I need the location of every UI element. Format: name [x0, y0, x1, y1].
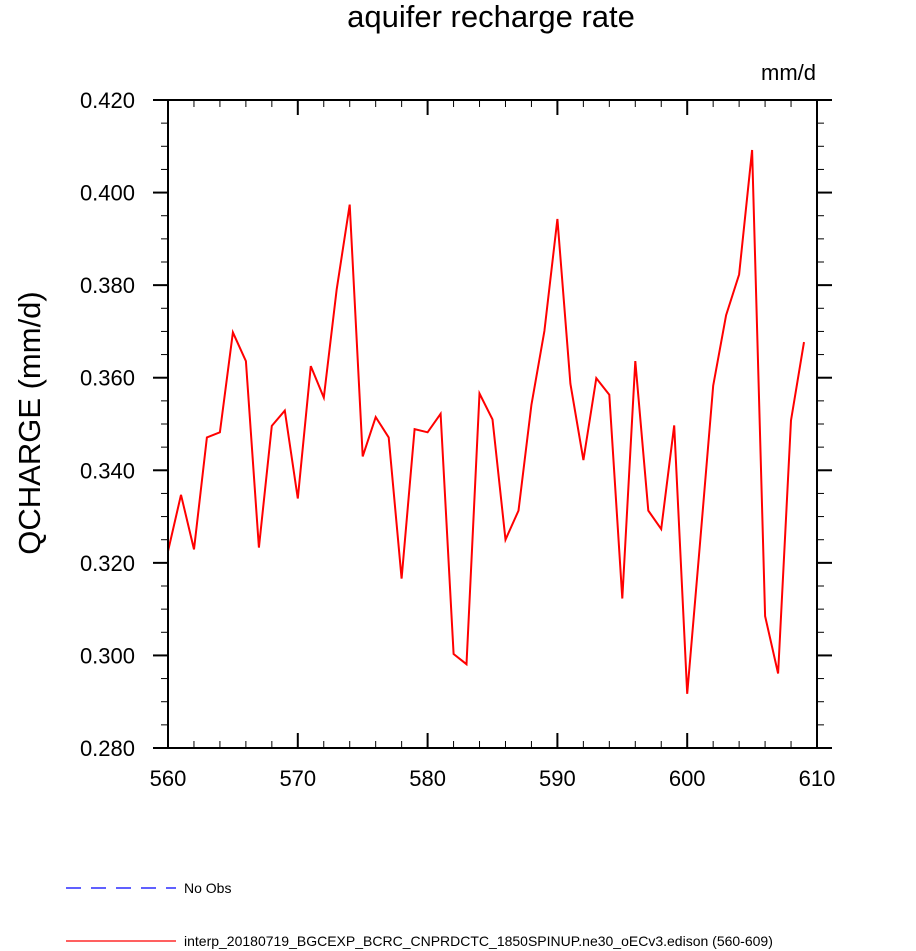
chart-title: aquifer recharge rate: [347, 0, 635, 34]
y-tick-labels: 0.280 0.300 0.320 0.340 0.360 0.380 0.400 0.420: [80, 88, 135, 761]
x-tick-label: 590: [539, 766, 576, 791]
y-tick-label: 0.280: [80, 736, 135, 761]
y-tick-label: 0.360: [80, 366, 135, 391]
x-tick-label: 610: [799, 766, 836, 791]
units-label: mm/d: [761, 60, 816, 85]
x-tick-label: 600: [669, 766, 706, 791]
x-tick-label: 580: [409, 766, 446, 791]
y-axis-label: QCHARGE (mm/d): [12, 291, 47, 555]
series-line: [167, 149, 805, 694]
legend-label: No Obs: [184, 880, 231, 896]
x-tick-labels: 560 570 580 590 600 610: [150, 766, 836, 791]
plot-frame: [167, 99, 818, 749]
y-tick-label: 0.340: [80, 458, 135, 483]
legend: No Obs interp_20180719_BGCEXP_BCRC_CNPRDC…: [66, 880, 773, 949]
x-tick-label: 560: [150, 766, 187, 791]
y-tick-label: 0.300: [80, 643, 135, 668]
series-layer: [167, 149, 805, 694]
y-tick-label: 0.320: [80, 551, 135, 576]
legend-label: interp_20180719_BGCEXP_BCRC_CNPRDCTC_185…: [184, 933, 773, 949]
x-tick-label: 570: [279, 766, 316, 791]
y-tick-label: 0.380: [80, 273, 135, 298]
y-tick-label: 0.400: [80, 181, 135, 206]
y-tick-label: 0.420: [80, 88, 135, 113]
